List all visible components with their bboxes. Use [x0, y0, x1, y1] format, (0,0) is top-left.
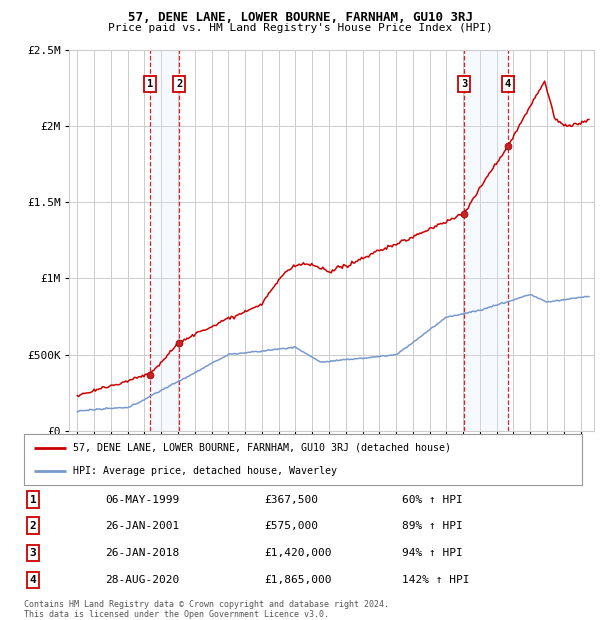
Text: 1: 1 [147, 79, 154, 89]
Text: 3: 3 [461, 79, 467, 89]
Bar [464, 50, 508, 431]
Text: 94% ↑ HPI: 94% ↑ HPI [402, 547, 463, 558]
Text: This data is licensed under the Open Government Licence v3.0.: This data is licensed under the Open Gov… [24, 610, 329, 619]
Text: Price paid vs. HM Land Registry's House Price Index (HPI): Price paid vs. HM Land Registry's House … [107, 23, 493, 33]
Text: £575,000: £575,000 [264, 521, 318, 531]
Text: 57, DENE LANE, LOWER BOURNE, FARNHAM, GU10 3RJ: 57, DENE LANE, LOWER BOURNE, FARNHAM, GU… [128, 11, 473, 24]
Text: 1: 1 [29, 495, 37, 505]
Text: 2: 2 [29, 521, 37, 531]
Text: 28-AUG-2020: 28-AUG-2020 [105, 575, 179, 585]
Text: 60% ↑ HPI: 60% ↑ HPI [402, 495, 463, 505]
Text: 2: 2 [176, 79, 182, 89]
Text: 89% ↑ HPI: 89% ↑ HPI [402, 521, 463, 531]
Text: 26-JAN-2001: 26-JAN-2001 [105, 521, 179, 531]
Text: 06-MAY-1999: 06-MAY-1999 [105, 495, 179, 505]
Text: 4: 4 [29, 575, 37, 585]
Text: £367,500: £367,500 [264, 495, 318, 505]
Text: 26-JAN-2018: 26-JAN-2018 [105, 547, 179, 558]
Text: Contains HM Land Registry data © Crown copyright and database right 2024.: Contains HM Land Registry data © Crown c… [24, 600, 389, 609]
Text: £1,420,000: £1,420,000 [264, 547, 331, 558]
Text: 57, DENE LANE, LOWER BOURNE, FARNHAM, GU10 3RJ (detached house): 57, DENE LANE, LOWER BOURNE, FARNHAM, GU… [73, 443, 451, 453]
Bar [151, 50, 179, 431]
Text: HPI: Average price, detached house, Waverley: HPI: Average price, detached house, Wave… [73, 466, 337, 476]
Text: 142% ↑ HPI: 142% ↑ HPI [402, 575, 470, 585]
Text: £1,865,000: £1,865,000 [264, 575, 331, 585]
Text: 4: 4 [505, 79, 511, 89]
Text: 3: 3 [29, 547, 37, 558]
